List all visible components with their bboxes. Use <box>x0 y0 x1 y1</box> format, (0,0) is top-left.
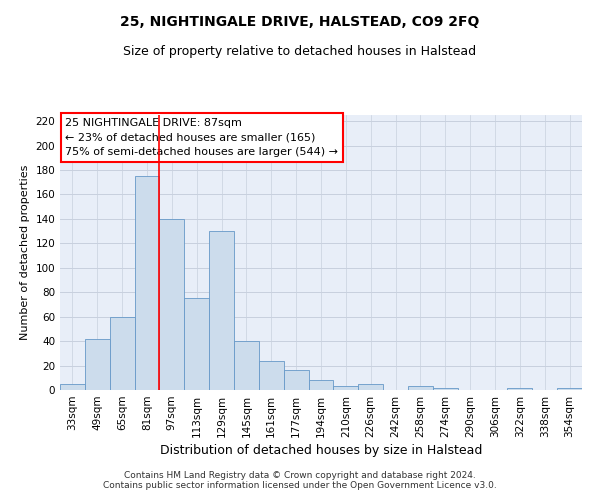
Bar <box>284 370 308 390</box>
Bar <box>259 360 284 390</box>
Text: 25 NIGHTINGALE DRIVE: 87sqm
← 23% of detached houses are smaller (165)
75% of se: 25 NIGHTINGALE DRIVE: 87sqm ← 23% of det… <box>65 118 338 158</box>
Bar <box>334 386 358 390</box>
Y-axis label: Number of detached properties: Number of detached properties <box>20 165 30 340</box>
Bar <box>134 176 160 390</box>
Bar <box>85 338 110 390</box>
Bar <box>433 388 458 390</box>
Bar <box>408 386 433 390</box>
Bar <box>508 388 532 390</box>
Text: Contains HM Land Registry data © Crown copyright and database right 2024.
Contai: Contains HM Land Registry data © Crown c… <box>103 470 497 490</box>
Bar <box>308 380 334 390</box>
Bar <box>60 384 85 390</box>
Bar <box>110 316 134 390</box>
Bar <box>234 341 259 390</box>
Bar <box>557 388 582 390</box>
Bar <box>209 231 234 390</box>
Bar <box>160 219 184 390</box>
Bar <box>184 298 209 390</box>
Text: Size of property relative to detached houses in Halstead: Size of property relative to detached ho… <box>124 45 476 58</box>
Bar <box>358 384 383 390</box>
X-axis label: Distribution of detached houses by size in Halstead: Distribution of detached houses by size … <box>160 444 482 457</box>
Text: 25, NIGHTINGALE DRIVE, HALSTEAD, CO9 2FQ: 25, NIGHTINGALE DRIVE, HALSTEAD, CO9 2FQ <box>121 15 479 29</box>
